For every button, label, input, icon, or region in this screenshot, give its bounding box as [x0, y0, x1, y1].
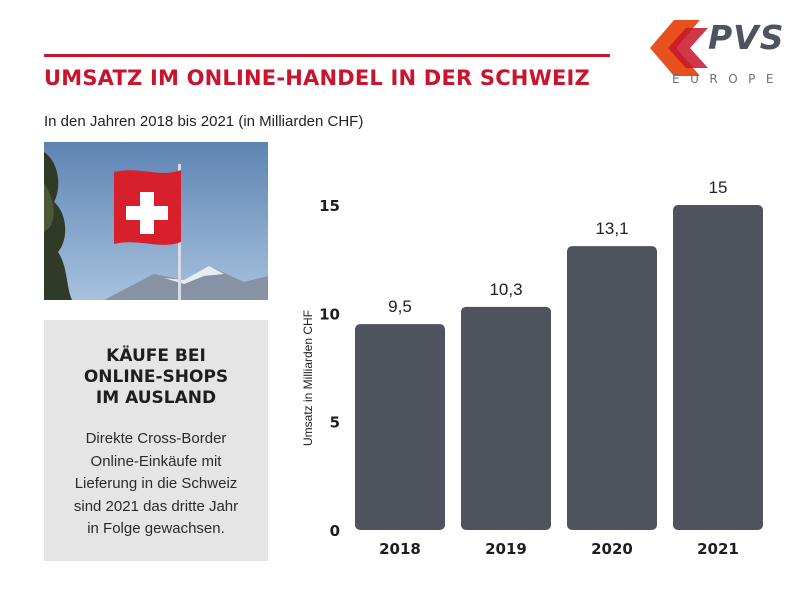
- info-heading-line: ONLINE-SHOPS: [83, 367, 229, 387]
- bar-2018: [355, 324, 445, 530]
- info-heading: KÄUFE BEI ONLINE-SHOPS IM AUSLAND: [54, 346, 258, 409]
- y-tick-label: 0: [330, 522, 340, 540]
- bar-2020: [567, 246, 657, 530]
- bar-2019: [461, 306, 551, 530]
- info-text: Direkte Cross-Border Online-Einkäufe mit…: [56, 428, 256, 541]
- bar-value-label: 10,3: [489, 280, 522, 299]
- x-tick-label: 2021: [697, 540, 739, 558]
- info-heading-line: KÄUFE BEI: [106, 346, 206, 366]
- info-text-line: in Folge gewachsen.: [87, 520, 225, 537]
- logo-wordmark: PVS: [708, 18, 785, 57]
- y-tick-label: 5: [330, 414, 340, 432]
- title-rule: [44, 54, 610, 57]
- x-tick-label: 2018: [379, 540, 421, 558]
- info-text-line: Direkte Cross-Border: [85, 430, 227, 447]
- bar-value-label: 15: [709, 178, 728, 197]
- y-tick-label: 10: [319, 305, 340, 323]
- x-tick-label: 2020: [591, 540, 633, 558]
- revenue-bar-chart: Umsatz in Milliarden CHF 0 5 10 15 9,5 2018 10…: [280, 150, 800, 570]
- y-tick-label: 15: [319, 197, 340, 215]
- bar-2021: [673, 205, 763, 530]
- logo-subtitle: EUROPE: [672, 72, 784, 86]
- page-title: UMSATZ IM ONLINE-HANDEL IN DER SCHWEIZ: [44, 66, 590, 90]
- info-heading-line: IM AUSLAND: [95, 388, 217, 408]
- y-axis-label: Umsatz in Milliarden CHF: [301, 310, 315, 446]
- swiss-flag-photo: [44, 142, 268, 300]
- bar-value-label: 9,5: [388, 297, 412, 316]
- info-box: KÄUFE BEI ONLINE-SHOPS IM AUSLAND Direkt…: [44, 320, 268, 561]
- chart-canvas: Umsatz in Milliarden CHF 0 5 10 15 9,5 2018 10…: [301, 178, 763, 558]
- info-text-line: sind 2021 das dritte Jahr: [73, 497, 239, 515]
- bar-value-label: 13,1: [595, 219, 628, 238]
- chevron-logo-icon: [650, 20, 708, 76]
- x-tick-label: 2019: [485, 540, 527, 558]
- info-text-line: Online-Einkäufe mit: [90, 452, 222, 470]
- pvs-europe-logo: PVS EUROPE: [650, 18, 790, 92]
- page-subtitle: In den Jahren 2018 bis 2021 (in Milliard…: [44, 113, 364, 130]
- info-text-line: Lieferung in die Schweiz: [74, 475, 238, 492]
